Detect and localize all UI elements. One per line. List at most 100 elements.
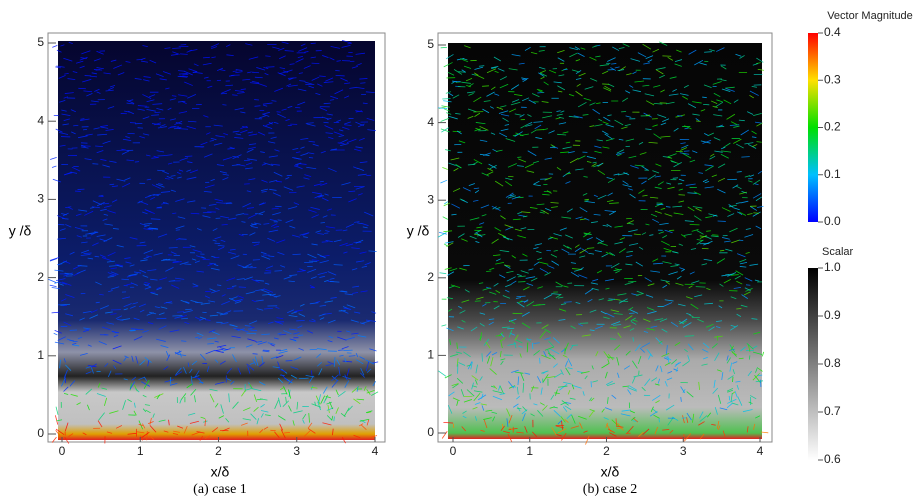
vector-glyph <box>450 353 459 357</box>
vector-glyph <box>142 330 149 333</box>
vector-glyph <box>584 86 594 90</box>
vector-glyph <box>318 195 323 198</box>
vector-glyph <box>272 366 280 369</box>
vector-glyph <box>534 124 542 130</box>
vector-glyph <box>555 389 558 396</box>
vector-glyph <box>747 344 751 352</box>
vector-glyph <box>597 169 606 175</box>
vector-glyph <box>179 261 189 265</box>
vector-glyph <box>194 336 200 339</box>
vector-glyph <box>261 255 271 260</box>
vector-glyph <box>75 60 84 64</box>
vector-glyph <box>670 265 679 267</box>
vector-glyph <box>322 422 332 426</box>
vector-glyph <box>518 62 525 65</box>
vector-glyph <box>96 150 104 154</box>
vector-glyph <box>734 275 741 280</box>
vector-glyph <box>532 431 538 438</box>
vector-glyph <box>661 328 668 333</box>
vector-glyph <box>253 394 258 402</box>
vector-glyph <box>186 125 196 130</box>
vector-glyph <box>532 160 539 164</box>
vector-glyph <box>494 227 502 232</box>
vector-glyph <box>318 394 321 403</box>
vector-glyph <box>483 417 492 420</box>
vector-glyph <box>276 317 284 320</box>
vector-glyph <box>323 396 328 404</box>
vector-glyph <box>319 304 327 307</box>
vector-glyph <box>526 342 529 353</box>
vector-glyph <box>327 271 337 276</box>
vector-glyph <box>165 351 169 357</box>
vector-glyph <box>486 356 491 364</box>
vector-glyph <box>359 251 367 254</box>
vector-glyph <box>249 82 259 85</box>
caption: (b) case 2 <box>583 482 637 497</box>
vector-glyph <box>260 251 267 255</box>
vector-glyph <box>583 97 592 101</box>
vector-glyph <box>735 143 744 149</box>
vector-glyph <box>443 421 454 424</box>
vector-glyph <box>471 375 479 381</box>
vector-glyph <box>325 230 330 233</box>
vector-glyph <box>290 366 299 370</box>
vector-glyph <box>533 350 540 356</box>
vector-glyph <box>655 163 662 167</box>
vector-glyph <box>251 299 257 303</box>
vector-glyph <box>443 108 450 112</box>
vector-glyph <box>208 203 217 206</box>
vector-glyph <box>359 418 370 422</box>
vector-glyph <box>616 356 620 366</box>
vector-glyph <box>507 433 513 442</box>
vector-glyph <box>641 180 647 185</box>
vector-glyph <box>107 210 116 214</box>
vector-glyph <box>605 251 614 256</box>
vector-glyph <box>712 387 718 394</box>
vector-glyph <box>142 423 146 429</box>
vector-glyph <box>623 325 631 329</box>
vector-glyph <box>109 410 119 414</box>
y-tick-label: 4 <box>37 113 44 127</box>
vector-glyph <box>297 88 307 92</box>
vector-glyph <box>81 50 91 55</box>
vector-glyph <box>145 154 151 157</box>
vector-glyph <box>456 400 459 406</box>
vector-glyph <box>691 228 699 232</box>
vector-glyph <box>444 267 452 270</box>
vector-glyph <box>451 383 459 387</box>
vector-glyph <box>126 159 134 162</box>
vector-glyph <box>530 51 538 55</box>
vector-glyph <box>367 411 372 414</box>
vector-glyph <box>111 331 120 334</box>
vector-glyph <box>341 346 349 350</box>
vector-glyph <box>178 128 189 130</box>
vector-glyph <box>191 360 198 366</box>
vector-glyph <box>589 102 596 106</box>
vector-glyph <box>582 391 585 396</box>
vector-glyph <box>156 338 166 342</box>
colorbar-title: Scalar <box>822 246 854 258</box>
vector-glyph <box>729 227 738 233</box>
vector-glyph <box>452 188 461 192</box>
vector-glyph <box>474 416 478 421</box>
vector-glyph <box>651 377 658 382</box>
vector-glyph <box>180 314 188 318</box>
vector-glyph <box>274 149 280 152</box>
vector-glyph <box>505 283 512 288</box>
vector-glyph <box>293 356 302 361</box>
vector-glyph <box>282 400 290 408</box>
vector-glyph <box>157 233 168 238</box>
vector-glyph <box>263 288 274 293</box>
vector-glyph <box>265 270 272 272</box>
vector-glyph <box>508 329 513 338</box>
vector-glyph <box>218 246 225 251</box>
vector-glyph <box>468 183 475 187</box>
vector-glyph <box>66 338 74 342</box>
vector-glyph <box>204 295 211 299</box>
vector-glyph <box>657 114 667 118</box>
vector-glyph <box>189 420 199 424</box>
x-tick-label: 0 <box>59 444 66 458</box>
vector-glyph <box>329 277 335 280</box>
vector-glyph <box>199 317 205 321</box>
vector-glyph <box>63 96 69 99</box>
